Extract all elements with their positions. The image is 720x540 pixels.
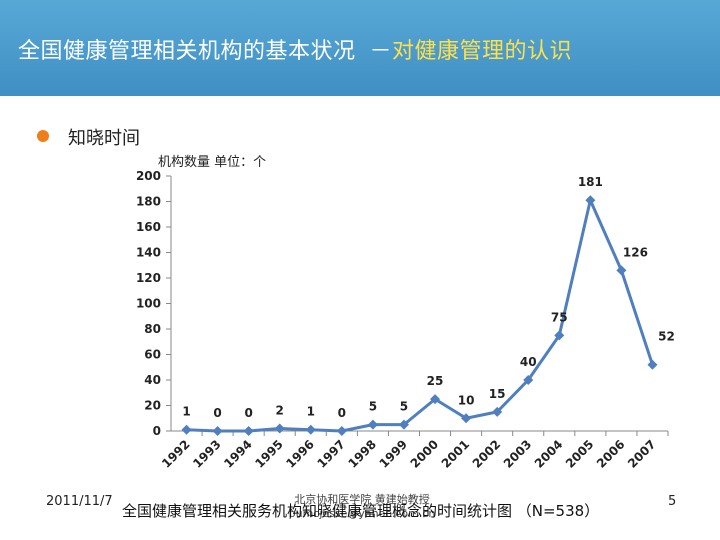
data-label: 181: [578, 175, 603, 189]
y-tick-label: 80: [144, 322, 161, 336]
chart-caption: 全国健康管理相关服务机构知晓健康管理概念的时间统计图 （N=538）: [122, 502, 600, 520]
y-tick-label: 180: [136, 195, 161, 209]
data-label: 1: [182, 405, 190, 419]
title-bar: 全国健康管理相关机构的基本状况 －对健康管理的认识: [0, 0, 720, 96]
bullet-icon: [37, 130, 49, 142]
title-highlight: 对健康管理的认识: [392, 39, 573, 64]
data-label: 0: [244, 406, 252, 420]
data-point: [492, 406, 503, 417]
y-tick-label: 60: [144, 348, 161, 362]
data-point: [243, 426, 254, 436]
data-point: [212, 426, 223, 436]
x-tick-label: 2003: [501, 437, 535, 471]
data-point: [305, 424, 316, 435]
y-tick-label: 160: [136, 220, 161, 234]
data-label: 52: [658, 330, 675, 344]
data-point: [616, 265, 627, 276]
data-label: 25: [427, 374, 444, 388]
x-tick-label: 2007: [625, 437, 659, 471]
x-tick-label: 2004: [532, 437, 566, 471]
data-label: 5: [400, 400, 408, 414]
x-tick-label: 2002: [470, 437, 504, 471]
data-point: [554, 330, 565, 341]
x-tick-label: 1998: [346, 437, 380, 471]
data-label: 126: [623, 245, 648, 259]
y-tick-label: 120: [136, 271, 161, 285]
page-number: 5: [668, 494, 677, 509]
x-tick-label: 2006: [594, 437, 628, 471]
y-tick-label: 140: [136, 246, 161, 260]
y-tick-label: 200: [136, 169, 161, 183]
data-point: [430, 394, 441, 405]
data-point: [336, 426, 347, 436]
x-tick-label: 1996: [283, 437, 317, 471]
data-label: 40: [520, 355, 537, 369]
x-tick-label: 1997: [314, 437, 348, 471]
data-point: [585, 195, 596, 206]
y-tick-label: 0: [153, 424, 161, 438]
data-label: 0: [213, 406, 221, 420]
x-tick-label: 1995: [252, 437, 286, 471]
footer-source: 北京协和医学院 黄建始教授 pumcjesse@yahoo.com.cn: [232, 493, 492, 521]
data-label: 1: [307, 405, 315, 419]
data-label: 10: [458, 393, 475, 407]
x-tick-label: 1999: [377, 437, 411, 471]
data-label: 5: [369, 400, 377, 414]
y-tick-label: 20: [144, 399, 161, 413]
footer-date: 2011/11/7: [46, 494, 113, 509]
x-tick-label: 2005: [563, 437, 597, 471]
source-email: pumcjesse@yahoo.com.cn: [288, 507, 436, 520]
data-point: [398, 419, 409, 430]
data-point: [647, 359, 658, 370]
x-tick-label: 1994: [221, 437, 255, 471]
data-label: 2: [276, 403, 284, 417]
data-point: [181, 424, 192, 435]
data-point: [367, 419, 378, 430]
x-tick-label: 2001: [439, 437, 473, 471]
data-point: [461, 413, 472, 424]
y-tick-label: 40: [144, 373, 161, 387]
x-tick-label: 1993: [190, 437, 224, 471]
source-author: 北京协和医学院 黄建始教授: [294, 493, 430, 506]
data-label: 75: [551, 310, 568, 324]
data-point: [274, 423, 285, 434]
data-point: [523, 375, 534, 385]
x-tick-label: 1992: [159, 437, 193, 471]
data-label: 0: [338, 406, 346, 420]
y-tick-label: 100: [136, 297, 161, 311]
title-separator: －: [369, 39, 393, 64]
series-line: [186, 198, 654, 433]
data-label: 15: [489, 387, 506, 401]
section-subtitle: 知晓时间: [68, 128, 140, 149]
y-axis-label: 机构数量 单位：个: [158, 155, 267, 170]
page-title: 全国健康管理相关机构的基本状况 －对健康管理的认识: [18, 33, 572, 65]
title-main: 全国健康管理相关机构的基本状况: [18, 39, 356, 64]
x-tick-label: 2000: [408, 437, 442, 471]
